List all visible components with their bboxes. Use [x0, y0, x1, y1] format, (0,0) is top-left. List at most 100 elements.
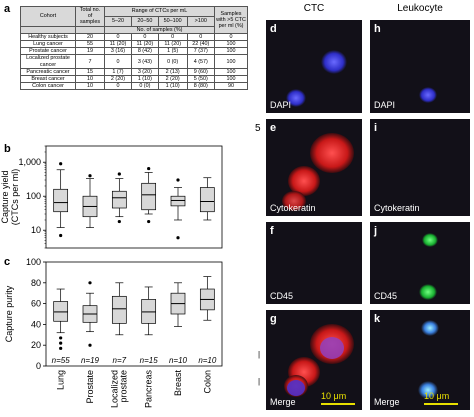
table-row: Prostate cancer 19 3 (16) 8 (42) 1 (5) 7 (37)… — [20, 47, 248, 56]
stain-label: Cytokeratin — [270, 203, 316, 213]
table-row: Pancreatic cancer 15 1 (7) 3 (20) 2 (13) 9 (6… — [20, 67, 248, 77]
micrograph-j: j CD45 — [370, 222, 470, 304]
box-4 — [141, 286, 157, 336]
table-cell-pct: 90 — [214, 82, 248, 91]
table-cell-b3: 1 (5) — [157, 47, 188, 56]
y-tick-label: 1,000 — [18, 157, 41, 167]
header-bin-2: 20–50 — [130, 15, 159, 27]
box-4 — [141, 166, 157, 224]
category-label: Breast — [173, 370, 183, 397]
table-row: Lung cancer 55 11 (20) 11 (20) 11 (20) 22 (40… — [20, 40, 248, 49]
micrograph-h: h DAPI — [370, 20, 470, 113]
category-label: Pancreas — [144, 370, 154, 409]
micrograph-k: k Merge 10 μm — [370, 310, 470, 410]
header-bin-4: >100 — [186, 15, 216, 27]
table-cell-b1: 0 — [104, 32, 132, 42]
category-label: Localizedprostate — [109, 370, 128, 408]
table-cell-cohort: Colon cancer — [20, 82, 76, 91]
dapi-nuclei-image — [419, 87, 437, 103]
header-blank — [20, 25, 76, 34]
header-bin-3: 50–100 — [157, 15, 188, 27]
outlier-point — [59, 341, 63, 345]
table-cell-b4: 5 (50) — [186, 75, 216, 84]
box-6 — [199, 276, 215, 321]
outlier-point — [147, 219, 151, 224]
table-row: Healthy subjects 20 0 0 0 0 0 — [20, 32, 248, 42]
table-cell-total: 10 — [75, 82, 105, 91]
outlier-point — [117, 172, 121, 176]
outlier-point — [59, 336, 63, 340]
table-cell-b4: 22 (40) — [186, 40, 216, 49]
table-cell-total: 20 — [75, 32, 105, 42]
category-label: Lung — [56, 370, 66, 390]
scale-bar — [321, 403, 355, 405]
box-iqr — [141, 299, 157, 324]
margin-bar: | — [258, 350, 261, 359]
header-blank — [75, 25, 105, 34]
y-tick-label: 100 — [26, 257, 41, 267]
table-row: Localized prostate cancer 7 0 3 (43) 0 (0) 4 … — [20, 54, 248, 69]
cd45-image — [419, 233, 438, 300]
outlier-point — [88, 174, 92, 178]
outlier-point — [59, 233, 63, 238]
table-row: Breast cancer 10 2 (20) 1 (10) 2 (20) 5 (50) 1… — [20, 75, 248, 84]
box-2 — [82, 174, 98, 228]
dapi-nuclei-image — [286, 50, 347, 107]
box-iqr — [170, 195, 186, 207]
box-iqr — [53, 188, 69, 213]
header-range: Range of CTCs per mL — [104, 6, 215, 17]
box-iqr — [53, 301, 69, 322]
box-iqr — [111, 295, 127, 324]
table-cell-cohort: Prostate cancer — [20, 47, 76, 56]
panel-tag: k — [374, 313, 381, 325]
outlier-point — [59, 162, 63, 166]
table-cell-b4: 9 (60) — [186, 67, 216, 77]
merge-image — [418, 320, 439, 399]
table-cell-pct: 100 — [214, 47, 248, 56]
scale-bar-label: 10 μm — [321, 391, 347, 401]
header-bins-sub: No. of samples (%) — [104, 25, 215, 34]
table-cell-pct: 0 — [214, 32, 248, 42]
outlier-point — [176, 236, 180, 240]
stain-label: CD45 — [374, 291, 398, 301]
table-cell-b2: 3 (20) — [130, 67, 159, 77]
table-cell-b3: 2 (20) — [157, 75, 188, 84]
column-title-ctc: CTC — [303, 3, 325, 14]
table-cell-b1: 11 (20) — [104, 40, 132, 49]
stain-label: DAPI — [270, 100, 292, 110]
table-cell-b2: 0 — [130, 32, 159, 42]
stain-label: DAPI — [374, 100, 396, 110]
y-tick-label: 40 — [31, 319, 41, 329]
panel-tag: g — [270, 313, 277, 325]
panel-label-b: b — [4, 143, 11, 155]
micrograph-d: d DAPI — [266, 20, 362, 113]
micrograph-g: g Merge 10 μm — [266, 310, 362, 410]
table-cell-b4: 4 (57) — [186, 54, 216, 69]
table-cell-b3: 2 (13) — [157, 67, 188, 77]
y-axis-label: Capture purity — [4, 285, 14, 342]
table-cell-b2: 0 (0) — [130, 82, 159, 91]
panel-tag: h — [374, 23, 381, 35]
scale-bar-label: 10 μm — [424, 391, 450, 401]
table-cell-cohort: Lung cancer — [20, 40, 76, 49]
table-cell-b2: 11 (20) — [130, 40, 159, 49]
table-cell-pct: 100 — [214, 40, 248, 49]
y-axis-label: Capture yield(CTCs per ml) — [0, 169, 20, 226]
table-cell-pct: 100 — [214, 67, 248, 77]
table-cell-cohort: Healthy subjects — [20, 32, 76, 42]
ctc-cohort-table: Cohort Total no. of samples Range of CTC… — [20, 6, 248, 91]
outlier-point — [147, 166, 151, 171]
y-tick-label: 0 — [36, 361, 41, 371]
column-title-leukocyte: Leukocyte — [397, 3, 443, 14]
merge-image — [284, 324, 354, 397]
table-cell-b2: 3 (43) — [130, 54, 159, 69]
table-cell-b3: 1 (10) — [157, 82, 188, 91]
table-cell-b4: 0 — [186, 32, 216, 42]
sample-size-label: n=19 — [81, 356, 100, 365]
table-cell-b1: 0 — [104, 54, 132, 69]
table-cell-cohort: Pancreatic cancer — [20, 67, 76, 77]
y-tick-label: 100 — [26, 191, 41, 201]
capture-purity-plot: 0 20 40 60 80 100 Capture purity n=55 n=19 n=7 n=1… — [4, 257, 223, 409]
header-bin-1: 5–20 — [104, 15, 132, 27]
outlier-point — [117, 219, 121, 224]
